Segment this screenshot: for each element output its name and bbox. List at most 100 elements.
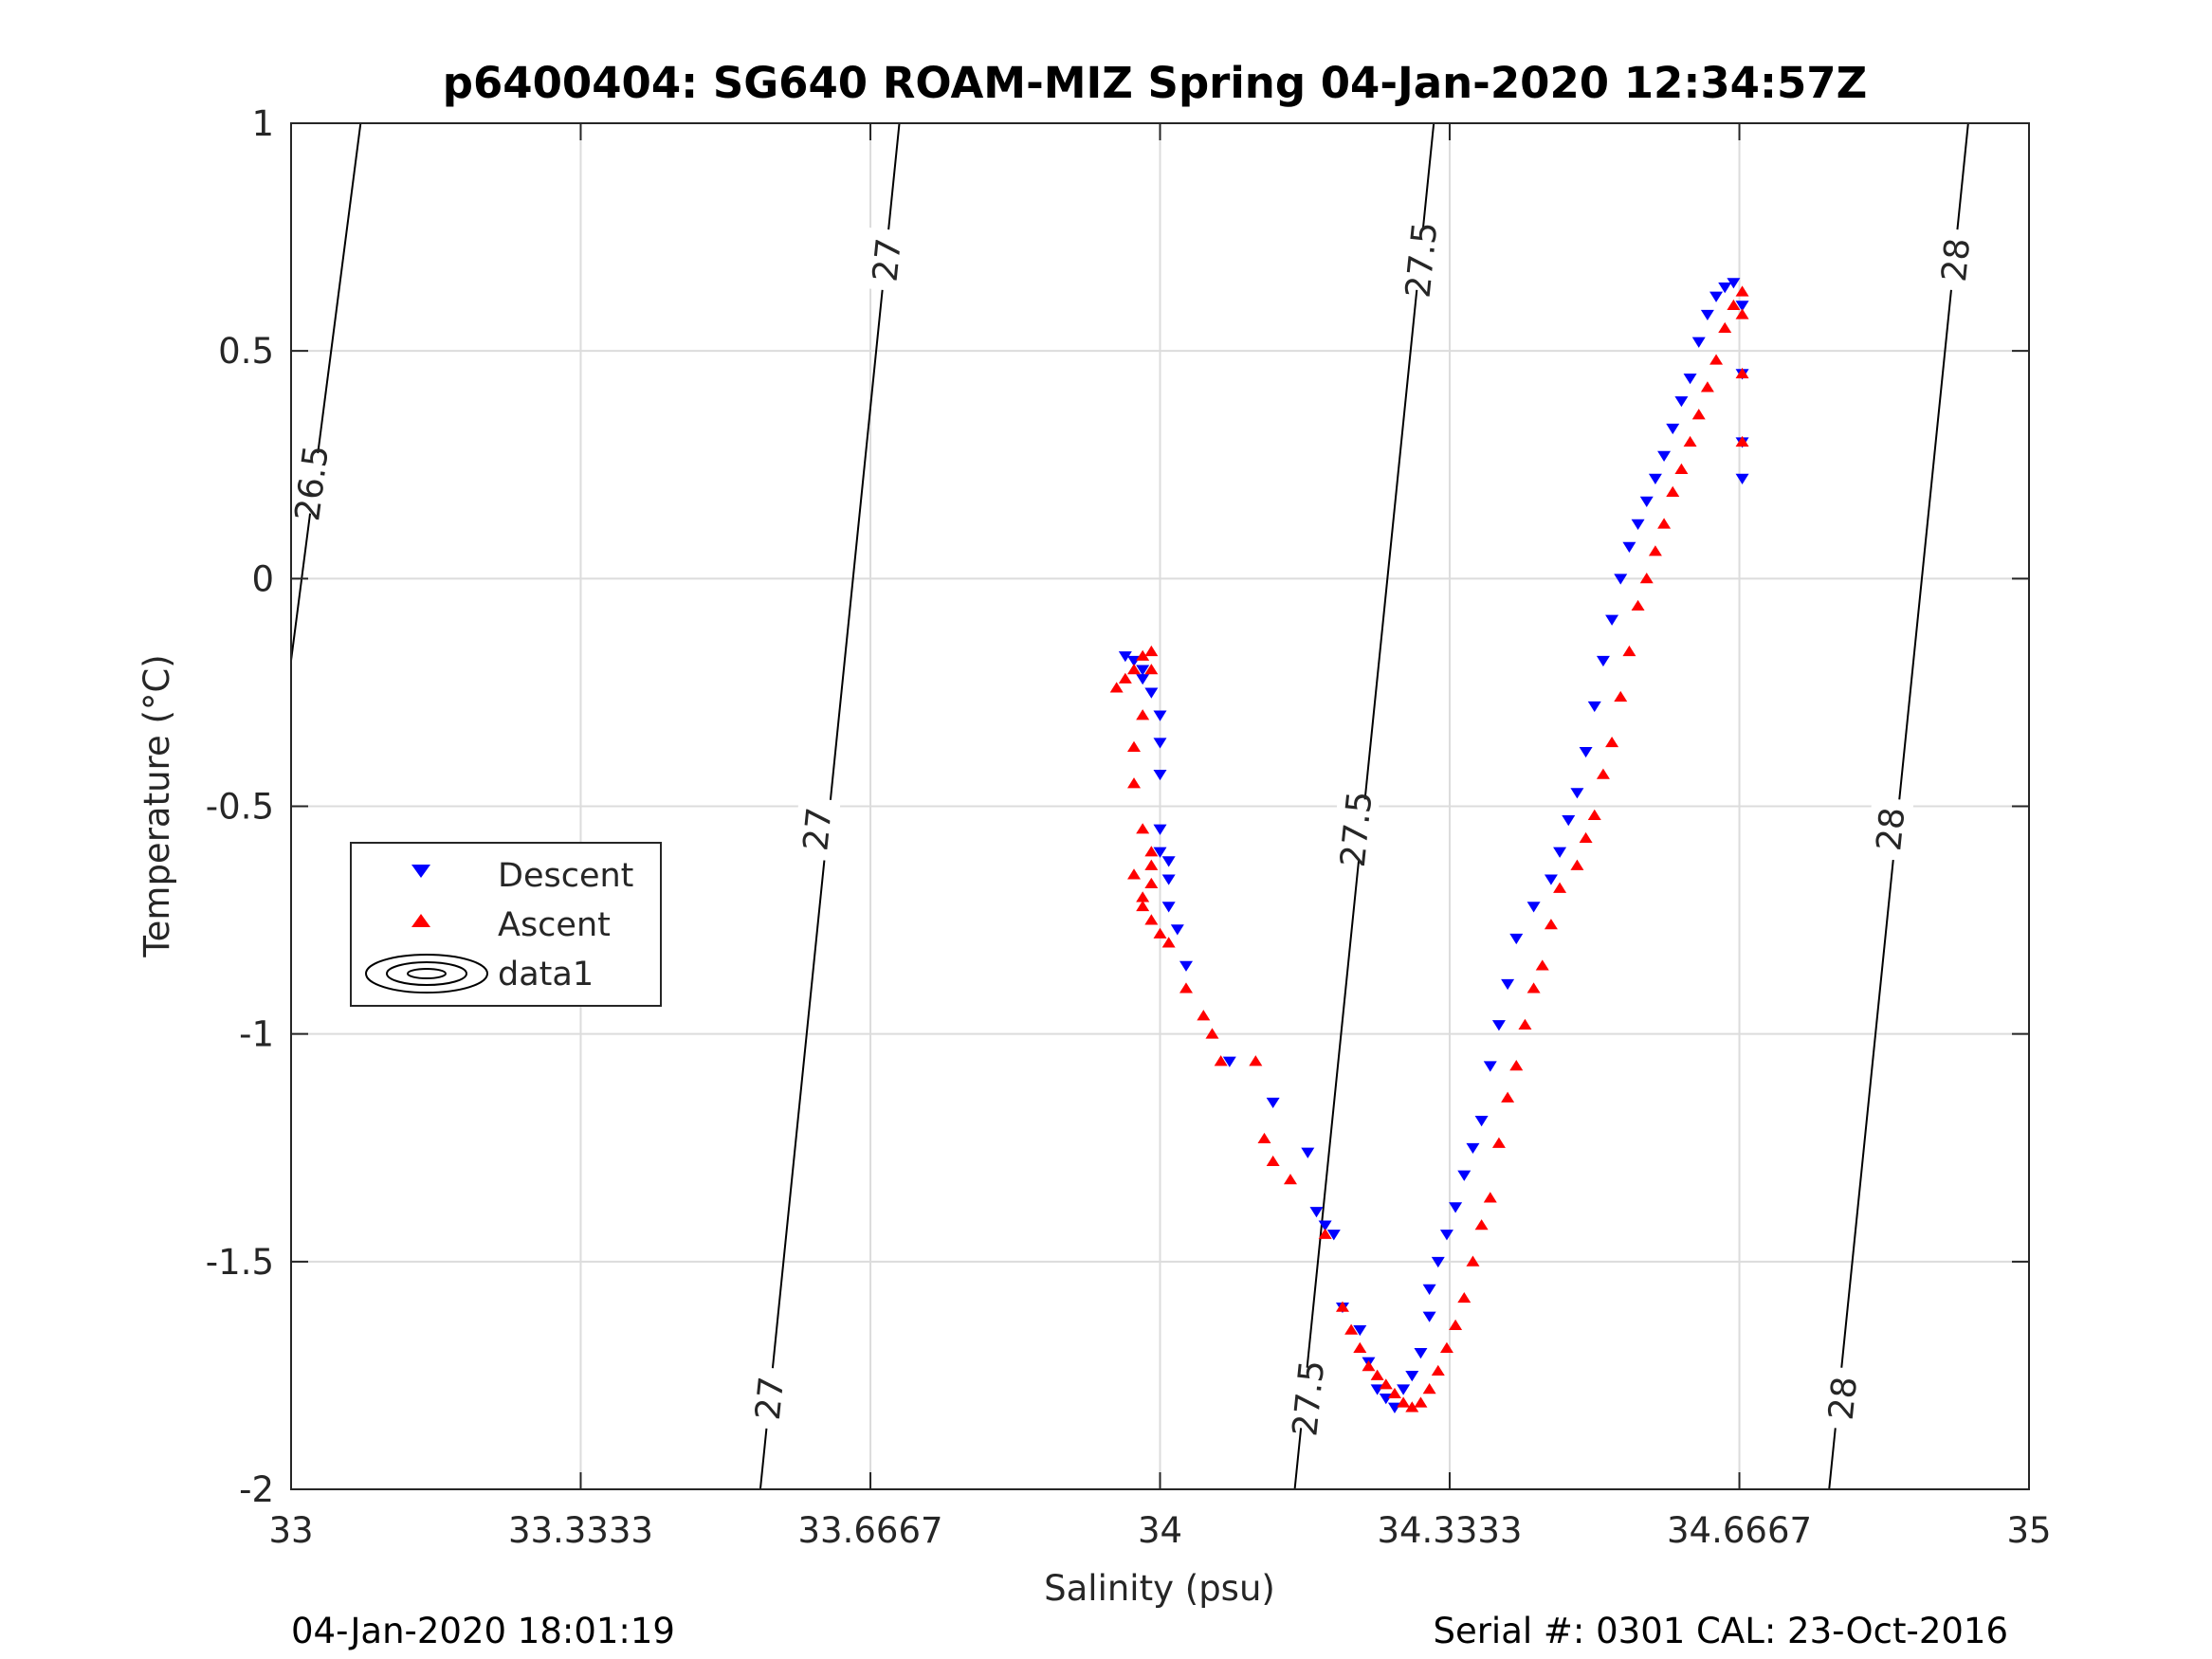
y-axis-label: Temperature (°C) (137, 654, 177, 957)
ascent-point (1483, 1192, 1497, 1203)
contour-label: 26.5 (288, 443, 337, 523)
y-tick-label: -0.5 (206, 787, 274, 828)
descent-point (1614, 574, 1628, 585)
ascent-point (1249, 1055, 1263, 1066)
ascent-point (1397, 1396, 1411, 1408)
descent-point (1526, 902, 1541, 913)
contour-label-mask (1284, 1365, 1332, 1431)
descent-point (1301, 1147, 1315, 1158)
ascent-point (1535, 959, 1549, 971)
contour-label-mask (1331, 796, 1380, 862)
ascent-point (1144, 877, 1159, 889)
ascent-point (1491, 1137, 1506, 1148)
descent-series (1118, 278, 1749, 1413)
ascent-point (1144, 914, 1159, 925)
ascent-point (1553, 882, 1567, 893)
y-tick-label: 1 (251, 103, 274, 144)
descent-point (1326, 1230, 1341, 1241)
ascent-point (1214, 1055, 1228, 1066)
ascent-point (1579, 831, 1593, 844)
descent-point (1709, 291, 1724, 302)
ascent-point (1474, 1219, 1489, 1231)
descent-point (1648, 473, 1662, 484)
descent-point (1544, 874, 1558, 885)
ascent-point (1144, 664, 1159, 675)
descent-point (1222, 1056, 1236, 1067)
ascent-point (1691, 409, 1706, 420)
descent-point (1161, 902, 1176, 913)
descent-point (1179, 960, 1193, 972)
ascent-point (1266, 1155, 1280, 1167)
descent-point (1457, 1170, 1472, 1181)
descent-point (1639, 496, 1654, 507)
ascent-point (1127, 777, 1142, 789)
descent-point (1553, 847, 1567, 858)
isopycnal-line (290, 122, 362, 661)
ascent-point (1614, 690, 1628, 702)
ascent-point (1136, 649, 1150, 661)
chart-title: p6400404: SG640 ROAM-MIZ Spring 04-Jan-2… (443, 58, 1867, 108)
ascent-point (1727, 299, 1741, 311)
y-axis-ticks: -2 -1.5 -1 -0.5 0 0.5 1 (206, 103, 2029, 1510)
x-tick-label: 34 (1138, 1510, 1182, 1551)
ascent-point (1431, 1364, 1445, 1376)
ascent-point (1144, 846, 1159, 857)
contour-label: 27.5 (1334, 790, 1380, 869)
ascent-point (1666, 485, 1680, 497)
ascent-point (1283, 1174, 1297, 1185)
ascent-point (1179, 982, 1193, 994)
x-tick-label: 35 (2006, 1510, 2051, 1551)
ascent-point (1379, 1378, 1393, 1390)
legend: Descent Ascent data1 (350, 842, 662, 1007)
legend-box (350, 842, 662, 1007)
ascent-point (1544, 919, 1558, 930)
legend-contour-icon (365, 954, 488, 994)
contour-label: 28 (1870, 806, 1912, 853)
ascent-point (1622, 645, 1636, 657)
y-tick-label: 0.5 (218, 331, 274, 372)
contour-label-mask (793, 796, 841, 862)
ascent-point (1735, 285, 1749, 297)
descent-point (1501, 978, 1515, 991)
descent-point (1431, 1256, 1445, 1268)
ascent-point (1318, 1228, 1332, 1239)
contour-label-mask (286, 449, 337, 517)
descent-point (1170, 924, 1184, 936)
ascent-point (1501, 1091, 1515, 1103)
descent-point (1631, 519, 1645, 530)
y-tick-label: -1.5 (206, 1242, 274, 1283)
descent-point (1666, 423, 1680, 435)
ascent-point (1683, 435, 1697, 447)
descent-point (1718, 283, 1732, 294)
ascent-point (1127, 868, 1142, 880)
ascent-point (1518, 1018, 1532, 1030)
x-tick-label: 34.6667 (1667, 1510, 1812, 1551)
descent-point (1387, 1402, 1401, 1413)
descent-point (1136, 665, 1150, 676)
descent-point (1153, 738, 1167, 749)
y-tick-label: -1 (239, 1014, 274, 1055)
descent-point (1161, 856, 1176, 867)
ascent-point (1648, 545, 1662, 556)
x-axis-label: Salinity (psu) (1044, 1568, 1275, 1609)
descent-point (1405, 1371, 1419, 1382)
ascent-point (1370, 1369, 1384, 1380)
contour-label: 27.5 (1286, 1358, 1332, 1438)
ascent-point (1414, 1396, 1428, 1408)
descent-point (1153, 824, 1167, 835)
descent-point (1422, 1311, 1436, 1322)
descent-point (1266, 1097, 1280, 1109)
ascent-point (1205, 1028, 1219, 1039)
ascent-point (1353, 1341, 1367, 1353)
ascent-point (1197, 1010, 1211, 1021)
ascent-point (1700, 381, 1714, 392)
descent-point (1735, 473, 1749, 484)
contour-label: 27 (867, 236, 909, 283)
ascent-point (1109, 682, 1124, 693)
x-axis-ticks: 33 33.3333 33.6667 34 34.3333 34.6667 35 (268, 123, 2052, 1551)
ascent-point (1136, 709, 1150, 720)
ascent-point (1136, 891, 1150, 902)
ascent-point (1144, 645, 1159, 657)
descent-point (1318, 1220, 1332, 1231)
descent-point (1483, 1061, 1497, 1072)
